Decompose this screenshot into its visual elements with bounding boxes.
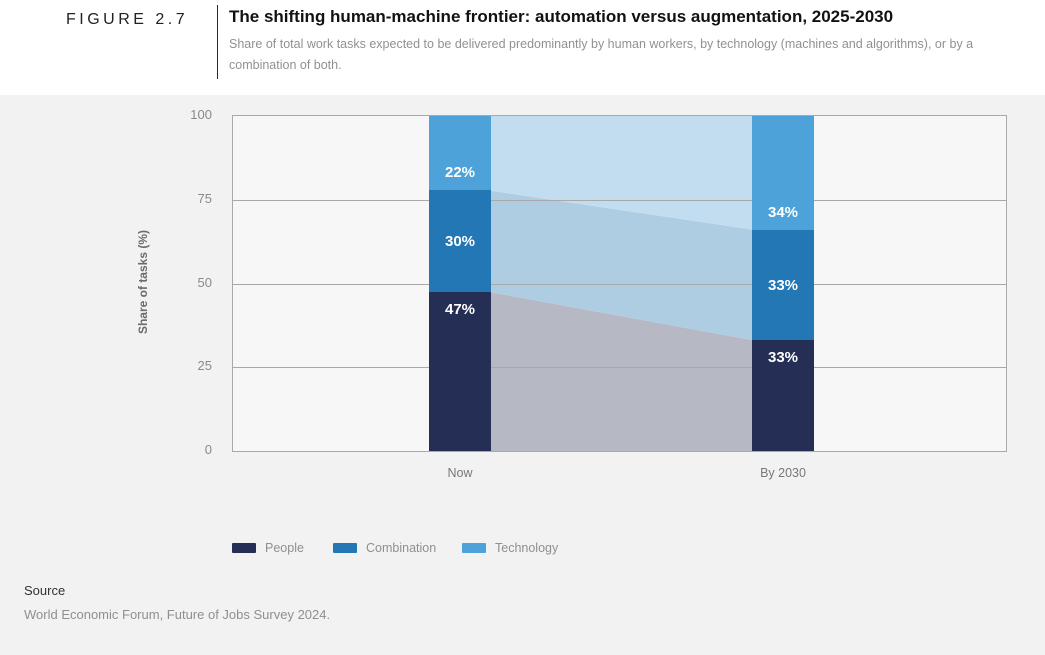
bar-segment-technology: 34% xyxy=(752,116,814,230)
legend-label: Technology xyxy=(495,541,559,555)
y-tick-label-25: 25 xyxy=(197,358,212,374)
bar-segment-combination: 30% xyxy=(429,190,491,292)
legend-label: People xyxy=(265,541,304,555)
flow-band-people xyxy=(489,291,754,451)
legend-item-people: People xyxy=(232,541,304,555)
legend-swatch-combination xyxy=(333,543,357,553)
gridline-25 xyxy=(233,367,1006,369)
flow-band-technology xyxy=(489,116,754,230)
bar-value-label: 33% xyxy=(767,276,799,294)
flow-band-combination xyxy=(489,190,754,341)
bar-segment-people: 33% xyxy=(752,340,814,451)
source-heading: Source xyxy=(24,583,66,598)
y-tick-label-75: 75 xyxy=(197,190,212,206)
figure-number-label: FIGURE 2.7 xyxy=(66,11,189,28)
bar-now: 47% 30% 22% xyxy=(429,116,491,451)
bar-value-label: 34% xyxy=(767,203,799,221)
plot-area: 47% 30% 22% 33% 33% 34% xyxy=(232,115,1007,452)
legend-swatch-people xyxy=(232,543,256,553)
y-tick-label-0: 0 xyxy=(204,442,212,457)
chart-panel: Share of tasks (%) 0 25 50 75 100 47% 30% 22% 3… xyxy=(0,95,1045,655)
gridline-50 xyxy=(233,283,1006,285)
bar-segment-people: 47% xyxy=(429,291,491,451)
bar-value-label: 33% xyxy=(767,349,799,367)
bar-by-2030: 33% 33% 34% xyxy=(752,116,814,451)
legend-swatch-technology xyxy=(462,543,486,553)
bar-value-label: 47% xyxy=(444,300,476,318)
source-text: World Economic Forum, Future of Jobs Sur… xyxy=(24,607,331,622)
legend-item-combination: Combination xyxy=(333,541,436,555)
figure-subtitle: Share of total work tasks expected to be… xyxy=(229,37,974,72)
x-axis-label-now: Now xyxy=(447,466,473,480)
figure-header: FIGURE 2.7 The shifting human-machine fr… xyxy=(0,0,1045,95)
bar-value-label: 22% xyxy=(444,164,476,182)
header-divider xyxy=(217,5,218,79)
figure-title: The shifting human-machine frontier: aut… xyxy=(229,7,894,26)
y-axis-title: Share of tasks (%) xyxy=(136,229,150,335)
bar-segment-combination: 33% xyxy=(752,229,814,341)
legend: People Combination Technology xyxy=(0,541,1045,555)
x-axis-label-by-2030: By 2030 xyxy=(760,466,806,480)
flow-bands xyxy=(489,116,754,451)
legend-label: Combination xyxy=(366,541,437,555)
bar-segment-technology: 22% xyxy=(429,116,491,191)
gridline-75 xyxy=(233,199,1006,201)
y-tick-label-100: 100 xyxy=(190,107,212,122)
legend-item-technology: Technology xyxy=(462,541,558,555)
y-tick-label-50: 50 xyxy=(197,274,212,290)
bar-value-label: 30% xyxy=(444,232,476,250)
